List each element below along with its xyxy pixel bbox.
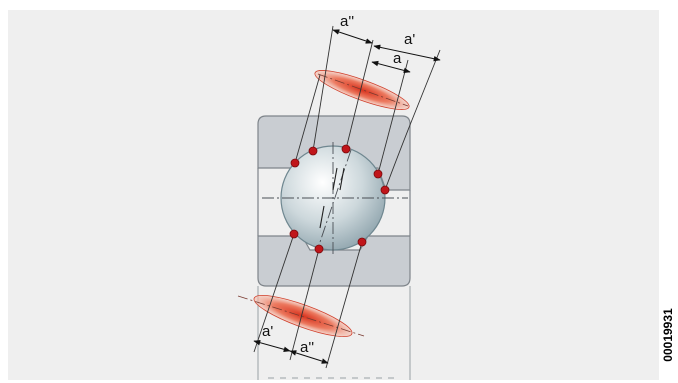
upper-contact-ellipse (314, 70, 410, 110)
lower-dimension-arrows (253, 339, 329, 364)
lower-projection-lines (253, 233, 363, 369)
upper-projection-lines (294, 25, 441, 191)
drawing-id: 00019931 (661, 308, 675, 362)
inner-ring (257, 235, 411, 287)
label-a-top: a (393, 50, 402, 67)
contact-point (314, 244, 324, 254)
center-lines (262, 142, 408, 254)
contact-point (308, 146, 318, 156)
label-a-double-top: a'' (340, 13, 354, 30)
upper-dimension-arrows (332, 29, 441, 74)
label-a-prime-top: a' (404, 31, 415, 48)
label-a-prime-bottom: a' (262, 323, 273, 340)
contact-point (357, 237, 367, 247)
contact-points (289, 144, 390, 254)
contact-angle-marks (319, 167, 345, 229)
contact-point (289, 229, 299, 239)
contact-point (373, 169, 383, 179)
contact-point (290, 158, 300, 168)
contact-point (341, 144, 351, 154)
label-a-double-bottom: a'' (300, 339, 314, 356)
contact-point (380, 185, 390, 195)
